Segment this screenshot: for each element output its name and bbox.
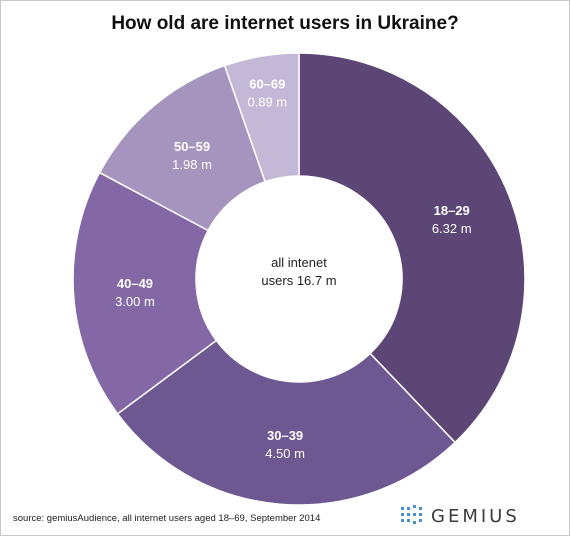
center-label-line-2: users 16.7 m [261, 273, 336, 288]
slices-group [72, 52, 526, 506]
slice-value-label: 0.89 m [247, 95, 287, 110]
brand-logo: GEMIUS [399, 505, 520, 527]
slice-category-label: 18–29 [434, 203, 470, 218]
slice-category-label: 40–49 [117, 276, 153, 291]
slice-18–29 [298, 52, 526, 444]
slice-category-label: 60–69 [249, 77, 285, 92]
chart-title: How old are internet users in Ukraine? [111, 13, 459, 34]
slice-category-label: 50–59 [174, 139, 210, 154]
slice-value-label: 1.98 m [172, 157, 212, 172]
slice-40–49 [72, 171, 218, 415]
slice-labels-group: 18–29 6.32 m 30–39 4.50 m 40–49 3.00 m 50–59 1.… [115, 77, 471, 461]
slice-category-label: 30–39 [267, 428, 303, 443]
slice-60–69 [223, 52, 300, 183]
slice-value-label: 4.50 m [265, 446, 305, 461]
source-note: source: gemiusAudience, all internet use… [13, 513, 321, 524]
dot-grid-logo-icon [401, 505, 422, 524]
brand-name: GEMIUS [431, 505, 520, 527]
slice-value-label: 6.32 m [432, 221, 472, 236]
slice-30–39 [116, 339, 457, 506]
center-label-line-1: all intenet [271, 255, 327, 270]
slice-value-label: 3.00 m [115, 294, 155, 309]
